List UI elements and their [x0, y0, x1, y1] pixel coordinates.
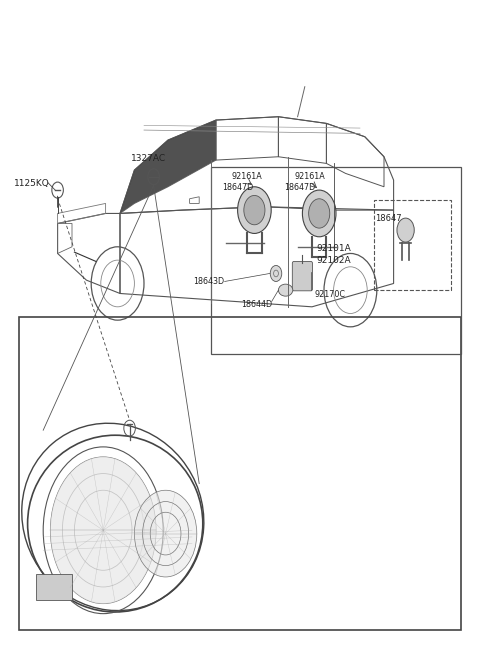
Text: 1125KQ: 1125KQ	[14, 179, 50, 188]
Text: 92101A
92102A: 92101A 92102A	[316, 244, 351, 265]
Bar	[19, 317, 461, 630]
Polygon shape	[120, 120, 216, 213]
Bar	[211, 167, 461, 354]
Circle shape	[397, 218, 414, 242]
FancyBboxPatch shape	[292, 261, 312, 291]
Circle shape	[238, 187, 271, 233]
Text: 92161A: 92161A	[232, 173, 263, 181]
Text: 18644D: 18644D	[241, 300, 272, 309]
Text: 1327AC: 1327AC	[131, 155, 167, 163]
Circle shape	[50, 457, 156, 604]
Circle shape	[244, 195, 265, 225]
Circle shape	[134, 490, 197, 577]
Circle shape	[270, 265, 282, 281]
Text: 92170C: 92170C	[314, 290, 346, 299]
Text: 92161A: 92161A	[294, 173, 325, 181]
Circle shape	[309, 199, 330, 228]
Text: 18643D: 18643D	[193, 277, 224, 286]
Ellipse shape	[278, 284, 293, 296]
Text: 18647D: 18647D	[222, 183, 253, 192]
Circle shape	[302, 190, 336, 237]
Bar	[36, 574, 72, 600]
Bar	[374, 200, 451, 290]
Text: 18647: 18647	[375, 215, 402, 223]
Text: 18647D: 18647D	[284, 183, 316, 192]
